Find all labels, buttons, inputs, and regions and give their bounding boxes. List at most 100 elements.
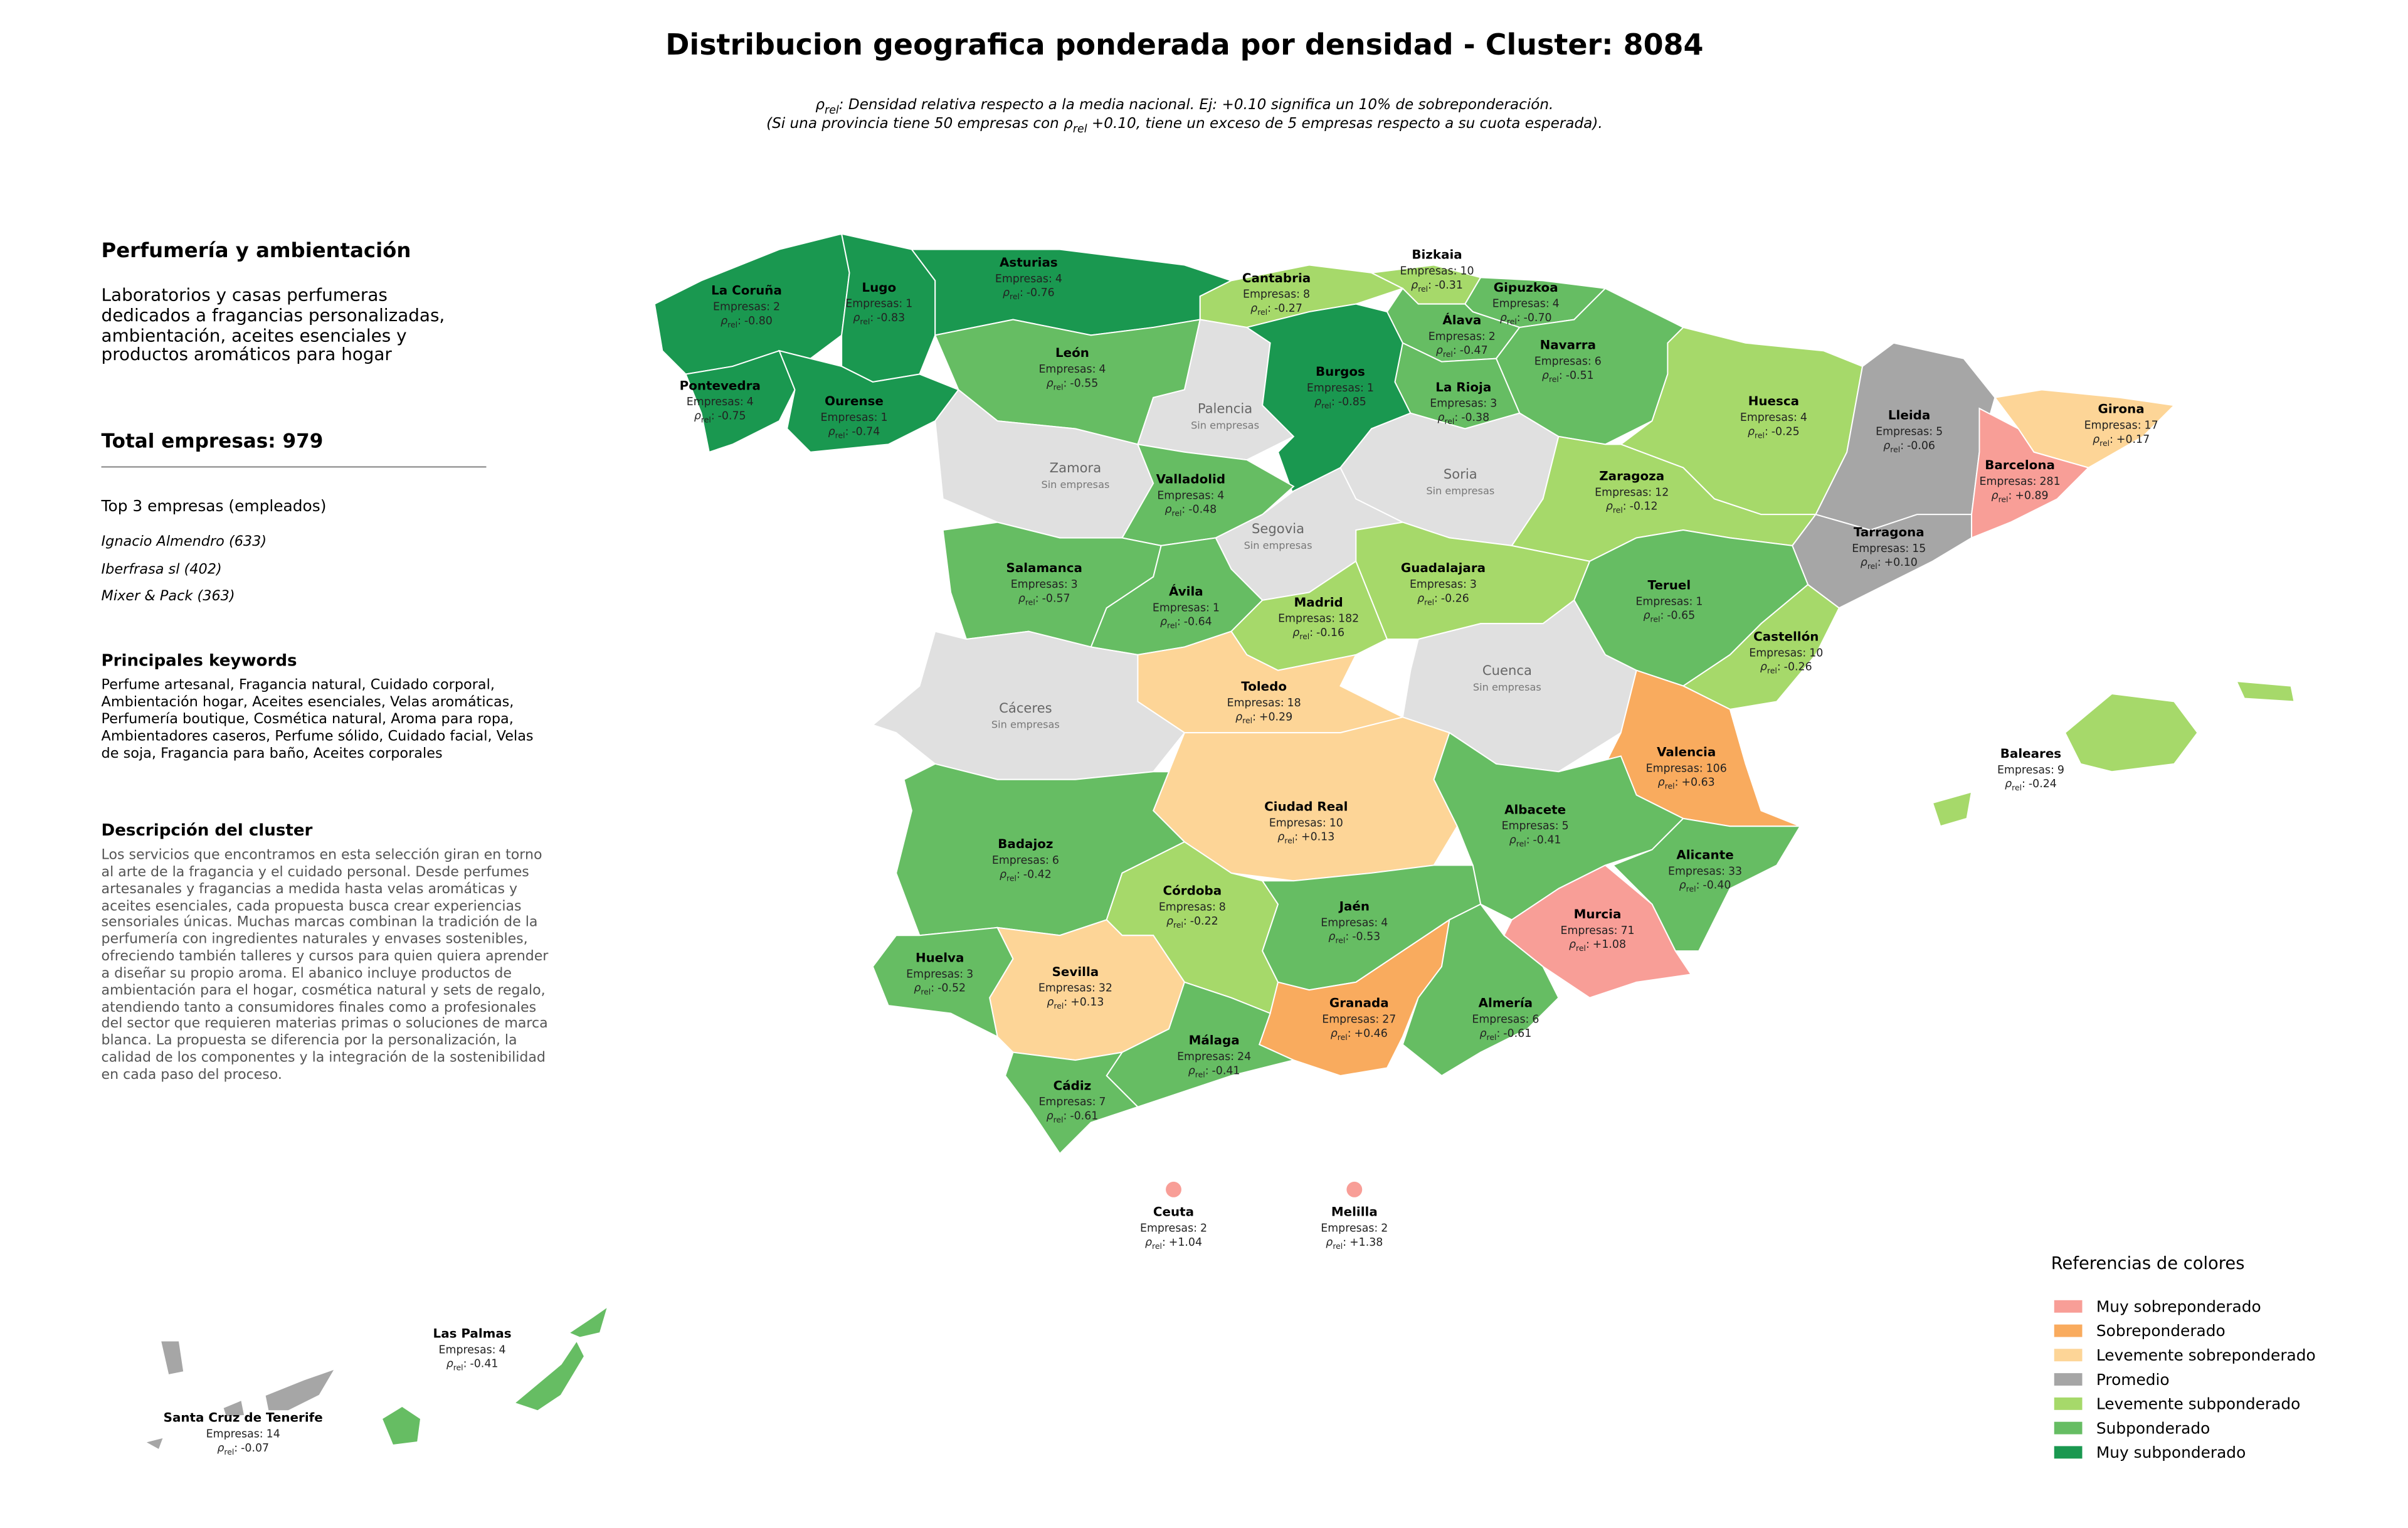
province-name: Málaga: [1189, 1033, 1240, 1048]
rho-subscript: rel: [727, 320, 737, 329]
rho-symbol: ρ: [1047, 996, 1054, 1009]
total-label: Total empresas:: [101, 428, 276, 452]
province-name: Cáceres: [999, 700, 1052, 716]
province-companies: Empresas: 1: [820, 411, 887, 424]
companies-value: 32: [1099, 982, 1112, 995]
rho-value: -0.07: [241, 1442, 269, 1455]
companies-value: 3: [1470, 578, 1477, 591]
province-name: Asturias: [1000, 255, 1058, 270]
province-shape: [653, 233, 850, 375]
province-companies: Empresas: 2: [1140, 1222, 1207, 1234]
rho-value: -0.41: [1533, 834, 1561, 847]
rho-subscript: rel: [1867, 561, 1877, 571]
province-name: Zamora: [1050, 460, 1102, 475]
province-shape: [1503, 864, 1692, 999]
rho-value: -0.16: [1316, 627, 1344, 639]
companies-value: 3: [1071, 578, 1078, 591]
rho-separator: :: [1064, 1110, 1067, 1123]
rho-separator: :: [1434, 592, 1438, 605]
province-companies: Empresas: 6: [1472, 1013, 1539, 1026]
province-name: Almería: [1479, 996, 1533, 1011]
province-rho: ρrel: -0.75: [694, 410, 746, 425]
province-rho: ρrel: -0.74: [828, 425, 880, 440]
rho-separator: :: [845, 425, 849, 438]
province-name: Ávila: [1169, 584, 1203, 598]
province-shape: [1612, 817, 1802, 952]
province-name: León: [1055, 346, 1089, 360]
rho-symbol: ρ: [1606, 501, 1613, 513]
province-empty: Sin empresas: [991, 719, 1060, 731]
companies-label: Empresas:: [1472, 1013, 1529, 1026]
companies-label: Empresas:: [906, 968, 963, 980]
description: Los servicios que encontramos en esta se…: [101, 848, 549, 1084]
legend-label: Subponderado: [2096, 1419, 2210, 1437]
rho-separator: :: [1267, 302, 1271, 315]
province-companies: Empresas: 3: [1011, 578, 1078, 591]
rho-subscript: rel: [2099, 438, 2110, 448]
rho-subscript: rel: [1321, 401, 1331, 410]
rho-symbol: ρ: [2093, 433, 2099, 446]
rho-value: -0.74: [852, 425, 880, 438]
companies-label: Empresas:: [1321, 916, 1378, 929]
rho-value: -0.85: [1338, 396, 1366, 408]
province-rho: ρrel: -0.06: [1883, 440, 1935, 454]
rho-separator: :: [1020, 287, 1023, 299]
province-companies: Empresas: 8: [1243, 289, 1310, 301]
province-companies: Empresas: 4: [439, 1344, 506, 1356]
rho-value: -0.70: [1524, 312, 1552, 324]
rho-subscript: rel: [1767, 666, 1777, 676]
province-rho: ρrel: +0.13: [1277, 831, 1334, 846]
companies-label: Empresas:: [1635, 595, 1692, 608]
rho-subscript: rel: [1257, 307, 1267, 317]
rho-value: +0.89: [2015, 489, 2048, 502]
companies-label: Empresas:: [992, 854, 1049, 867]
rho-subscript: rel: [1890, 445, 1900, 454]
province-name: Córdoba: [1163, 884, 1222, 898]
companies-label: Empresas:: [1321, 1222, 1378, 1234]
rho-subscript: rel: [1338, 1032, 1348, 1042]
province-name: Huesca: [1748, 394, 1799, 408]
rho-subscript: rel: [1650, 615, 1661, 624]
rho-value: +0.13: [1301, 831, 1334, 844]
province-name: Ourense: [825, 394, 884, 408]
province-companies: Empresas: 33: [1668, 865, 1742, 878]
rho-subscript: rel: [1335, 936, 1345, 945]
province-rho: ρrel: -0.24: [2005, 778, 2057, 792]
companies-value: 2: [1381, 1222, 1388, 1234]
rho-value: +0.10: [1884, 556, 1918, 569]
rho-symbol: ρ: [1314, 396, 1321, 408]
rho-value: -0.47: [1460, 344, 1488, 357]
companies-value: 6: [1532, 1013, 1539, 1026]
companies-label: Empresas:: [1502, 820, 1559, 832]
companies-label: Empresas:: [1269, 817, 1326, 829]
companies-value: 106: [1706, 762, 1727, 775]
rho-separator: :: [1623, 501, 1627, 513]
province-rho: ρrel: +1.38: [1326, 1236, 1383, 1251]
province-companies: Empresas: 182: [1278, 613, 1359, 625]
rho-symbol: ρ: [1277, 831, 1284, 844]
province-rho: ρrel: -0.31: [1411, 279, 1463, 294]
companies-value: 281: [2039, 475, 2060, 488]
province-empty: Sin empresas: [1041, 479, 1109, 491]
rho-separator: :: [1017, 868, 1020, 881]
rho-symbol: ρ: [1437, 411, 1444, 424]
companies-value: 10: [1329, 817, 1343, 829]
rho-value: -0.22: [1190, 915, 1218, 928]
province-companies: Empresas: 18: [1227, 697, 1301, 709]
companies-label: Empresas:: [1560, 925, 1617, 937]
province-shape: [159, 1340, 185, 1376]
province-rho: ρrel: +0.29: [1235, 711, 1292, 725]
rho-subscript: rel: [1576, 943, 1586, 953]
province-rho: ρrel: -0.41: [446, 1358, 499, 1372]
separator: [101, 466, 487, 468]
companies-value: 14: [267, 1428, 280, 1441]
province-companies: Empresas: 106: [1646, 762, 1727, 775]
province-companies: Empresas: 6: [1534, 356, 1602, 368]
companies-label: Empresas:: [1400, 265, 1457, 277]
companies-value: 17: [2145, 419, 2158, 432]
legend-label: Levemente sobreponderado: [2096, 1346, 2316, 1364]
companies-label: Empresas:: [995, 273, 1052, 285]
province-companies: Empresas: 4: [1321, 916, 1388, 929]
rho-separator: :: [1177, 616, 1181, 629]
